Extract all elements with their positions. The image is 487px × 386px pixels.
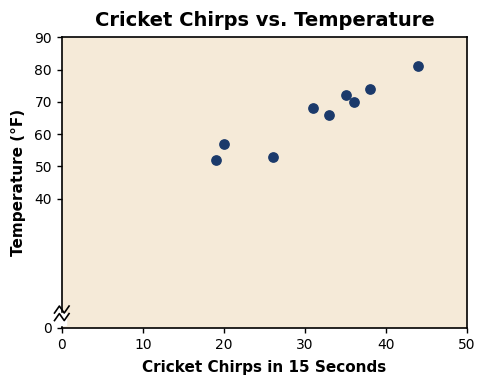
Point	[220, 141, 228, 147]
Point	[269, 154, 277, 160]
X-axis label: Cricket Chirps in 15 Seconds: Cricket Chirps in 15 Seconds	[142, 360, 387, 375]
Point	[309, 105, 317, 111]
Bar	[52, 313, 66, 325]
Point	[325, 112, 333, 118]
Point	[342, 92, 350, 98]
Point	[350, 99, 357, 105]
Y-axis label: Temperature (°F): Temperature (°F)	[11, 109, 26, 256]
Point	[366, 86, 374, 92]
Title: Cricket Chirps vs. Temperature: Cricket Chirps vs. Temperature	[94, 11, 434, 30]
Point	[212, 157, 220, 163]
Point	[414, 63, 422, 69]
